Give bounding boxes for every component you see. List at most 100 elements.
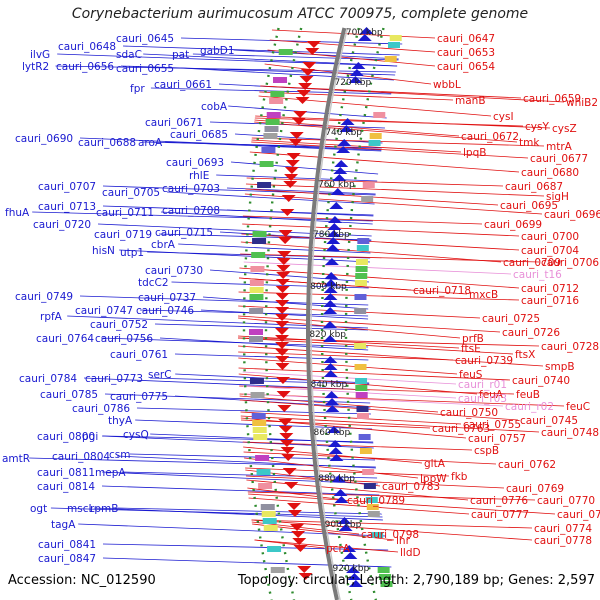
feature-block [252, 420, 267, 426]
gene-label-right: cauri_0740 [512, 375, 570, 387]
gene-label-right: feuS [459, 369, 483, 381]
gene-label-left: ogt [30, 503, 47, 515]
leader-line-right [260, 85, 565, 103]
leader-line-left [175, 373, 370, 384]
leader-line-right [251, 139, 462, 153]
gene-label-right: feuA [479, 389, 504, 401]
gene-label-right: prfB [462, 333, 484, 345]
leader-line-right [238, 367, 511, 381]
leader-line-left [101, 435, 374, 449]
feature-block [252, 231, 267, 237]
gene-label-left: cauri_0661 [154, 79, 212, 91]
leader-line-right [239, 399, 519, 421]
feature-block [250, 266, 265, 272]
feature-block [251, 413, 266, 419]
gene-label-left: cauri_0775 [110, 391, 168, 403]
kbp-tick-label: 820 kbp [309, 330, 346, 340]
forward-gene-arrow [337, 139, 352, 146]
leader-line-right [242, 223, 520, 237]
forward-gene-arrow [324, 272, 339, 279]
forward-gene-arrow [327, 223, 342, 230]
gene-label-right: manB [455, 95, 486, 107]
gene-label-right: cauri_0757 [468, 433, 526, 445]
kbp-tick-label: 880 kbp [318, 474, 355, 484]
gene-label-left: sdaC [116, 49, 142, 61]
reverse-gene-arrow [284, 174, 299, 181]
gene-label-left: pat [172, 49, 189, 61]
gene-label-right: cauri_0654 [437, 61, 495, 73]
reverse-gene-arrow [306, 41, 321, 48]
forward-gene-arrow [323, 300, 338, 307]
gene-label-left: thyA [108, 415, 133, 427]
gene-label-right: cauri_0770 [537, 495, 595, 507]
gene-label-left: amtR [2, 453, 30, 465]
gene-label-right: cysZ [552, 123, 577, 135]
forward-gene-arrow [332, 174, 347, 181]
gene-label-right: cauri_0695 [500, 200, 558, 212]
gene-label-right: cauri_0755 [463, 419, 521, 431]
reverse-gene-arrow [293, 545, 308, 552]
reverse-gene-arrow [284, 482, 299, 489]
gene-label-right: cauri_0709 [503, 257, 561, 269]
leader-line-left [234, 133, 383, 144]
forward-gene-arrow [323, 307, 338, 314]
feature-block [369, 133, 382, 139]
reverse-gene-arrow [299, 76, 314, 83]
gene-label-right: cauri_0774 [534, 523, 592, 535]
reverse-gene-arrow [305, 48, 320, 55]
gene-label-left: tagA [51, 519, 76, 531]
leader-line-left [228, 105, 387, 119]
forward-gene-arrow [324, 258, 339, 265]
reverse-gene-arrow [277, 405, 292, 412]
kbp-tick-label: 700 kbp [346, 28, 383, 38]
gene-label-left: cauri_0693 [166, 157, 224, 169]
forward-gene-arrow [336, 146, 351, 153]
gene-label-left: tdcC2 [138, 277, 169, 289]
leader-line-left [166, 191, 375, 205]
gene-label-right: lppW [420, 473, 447, 485]
gene-label-left: cauri_0645 [116, 33, 174, 45]
leader-line-right [271, 29, 436, 39]
leader-line-left [122, 45, 400, 56]
feature-block [264, 126, 279, 132]
gene-label-right: cauri_0647 [437, 33, 495, 45]
leader-line-rna [243, 385, 457, 399]
kbp-tick-label: 720 kbp [335, 78, 372, 88]
feature-block [259, 161, 274, 167]
gene-label-right: cauri_0750 [440, 407, 498, 419]
forward-gene-arrow [323, 356, 338, 363]
leader-line-right [259, 91, 454, 101]
gene-label-left: cauri_0764 [36, 333, 94, 345]
reverse-gene-arrow [276, 265, 291, 272]
leader-line-left [230, 161, 379, 175]
feature-block [354, 294, 367, 300]
feature-block [256, 469, 271, 475]
reverse-gene-arrow [300, 69, 315, 76]
gene-label-right: cauri_0653 [437, 47, 495, 59]
feature-block [355, 259, 368, 265]
accession-text: Accession: NC_012590 [8, 573, 156, 588]
reverse-gene-arrow [275, 349, 290, 356]
forward-gene-arrow [323, 293, 338, 300]
forward-gene-arrow [339, 125, 354, 132]
forward-gene-arrow [359, 27, 374, 34]
gene-label-right: whiB2 [566, 97, 598, 109]
forward-gene-arrow [323, 286, 338, 293]
gene-label-left: cysQ [123, 429, 149, 441]
leader-line-right [240, 253, 540, 263]
feature-block [368, 140, 381, 146]
leader-line-left [102, 543, 389, 551]
leader-line-right [251, 141, 529, 159]
leader-line-right [269, 39, 436, 53]
forward-gene-arrow [325, 405, 340, 412]
kbp-tick-label: 760 kbp [318, 180, 355, 190]
leader-line-right [238, 345, 544, 367]
gene-label-left: cauri_0648 [58, 41, 116, 53]
feature-block [379, 574, 392, 580]
feature-block [373, 112, 386, 118]
leader-line-left [55, 65, 396, 73]
gene-label-left: cbrA [151, 239, 176, 251]
rna-label: cauri_r03 [458, 393, 507, 405]
gene-label-left: cauri_0756 [95, 333, 153, 345]
gene-label-right: tmk [519, 137, 540, 149]
